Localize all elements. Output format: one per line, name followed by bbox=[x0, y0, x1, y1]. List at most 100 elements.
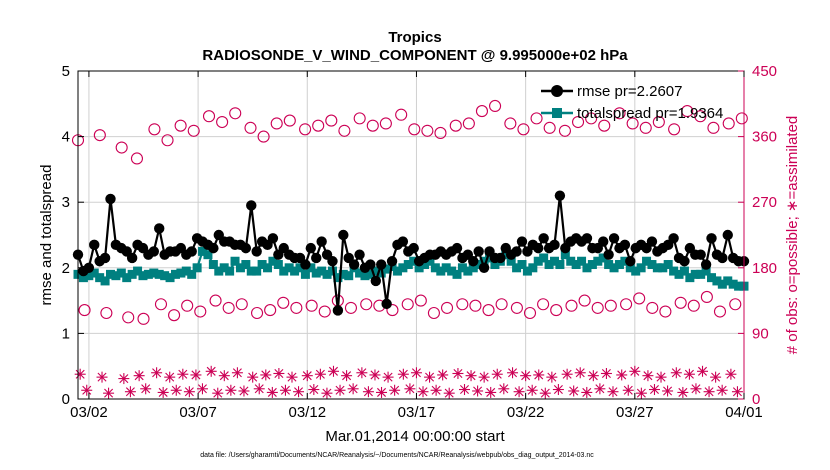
spread-point bbox=[300, 269, 310, 279]
spread-point bbox=[642, 256, 652, 266]
obs-possible-marker bbox=[379, 117, 392, 130]
obs-possible-marker bbox=[495, 298, 508, 311]
obs-possible-marker bbox=[578, 294, 591, 307]
obs-assimilated-marker bbox=[389, 384, 401, 396]
obs-assimilated-marker bbox=[301, 370, 313, 382]
y-right-tick-label: 180 bbox=[752, 260, 777, 277]
asterisk-stroke bbox=[527, 385, 537, 395]
y-axis-right-title: # of obs: o=possible; ∗=assimilated bbox=[784, 116, 801, 355]
asterisk-stroke bbox=[499, 384, 509, 394]
spread-point bbox=[78, 273, 88, 283]
spread-point bbox=[430, 263, 440, 273]
asterisk-stroke bbox=[97, 372, 107, 382]
asterisk-stroke bbox=[370, 370, 380, 380]
asterisk-stroke bbox=[134, 371, 144, 381]
obs-assimilated-marker bbox=[526, 384, 538, 396]
spread-point bbox=[241, 260, 251, 270]
obs-possible-marker bbox=[181, 299, 194, 312]
obs-possible-marker bbox=[681, 105, 694, 118]
obs-possible-marker bbox=[187, 124, 200, 137]
asterisk-stroke bbox=[684, 369, 694, 379]
spread-point bbox=[214, 266, 224, 276]
obs-assimilated-marker bbox=[382, 371, 394, 383]
obs-assimilated-marker bbox=[96, 371, 108, 383]
spread-point bbox=[690, 269, 700, 279]
rmse-point bbox=[511, 246, 522, 257]
x-tick-label: 03/12 bbox=[289, 404, 327, 421]
obs-possible-marker bbox=[100, 306, 113, 320]
obs-assimilated-marker bbox=[520, 370, 532, 382]
spread-point bbox=[203, 250, 213, 260]
obs-assimilated-marker bbox=[552, 384, 564, 396]
y-right-tick-label: 0 bbox=[752, 391, 760, 408]
spread-point bbox=[198, 246, 208, 256]
obs-assimilated-marker bbox=[725, 368, 737, 380]
obs-possible-marker bbox=[257, 130, 270, 143]
obs-possible-marker bbox=[168, 309, 181, 322]
obs-possible-marker bbox=[353, 112, 366, 125]
asterisk-stroke bbox=[582, 387, 592, 397]
obs-assimilated-marker bbox=[205, 365, 217, 377]
obs-possible-marker bbox=[482, 304, 495, 317]
spread-point bbox=[577, 256, 587, 266]
obs-assimilated-marker bbox=[231, 367, 243, 379]
obs-possible-marker bbox=[469, 299, 482, 312]
obs-assimilated-marker bbox=[140, 383, 152, 395]
obs-assimilated-marker bbox=[485, 386, 497, 398]
rmse-point bbox=[370, 275, 382, 287]
obs-possible-marker bbox=[571, 115, 585, 129]
spread-point bbox=[571, 260, 581, 270]
obs-assimilated-marker bbox=[561, 368, 573, 380]
asterisk-stroke bbox=[562, 369, 572, 379]
spread-point bbox=[522, 266, 532, 276]
obs-possible-marker bbox=[674, 296, 687, 309]
asterisk-stroke bbox=[141, 384, 151, 394]
rmse-point bbox=[386, 256, 398, 267]
obs-possible-marker bbox=[543, 121, 556, 134]
spread-point bbox=[382, 264, 392, 274]
asterisk-stroke bbox=[623, 385, 633, 395]
spread-point bbox=[138, 271, 148, 281]
asterisk-stroke bbox=[649, 385, 659, 395]
obs-possible-marker bbox=[78, 304, 91, 317]
obs-assimilated-marker bbox=[622, 384, 634, 396]
obs-possible-marker bbox=[591, 301, 604, 314]
spread-point bbox=[176, 268, 186, 278]
spread-point bbox=[658, 263, 668, 273]
spread-point bbox=[447, 266, 457, 276]
obs-assimilated-marker bbox=[594, 383, 606, 395]
obs-assimilated-marker bbox=[225, 384, 237, 396]
chart-subtitle: RADIOSONDE_V_WIND_COMPONENT @ 9.995000e+… bbox=[202, 47, 628, 64]
asterisk-stroke bbox=[191, 370, 201, 380]
obs-possible-marker bbox=[137, 312, 150, 325]
obs-assimilated-marker bbox=[286, 371, 298, 383]
obs-possible-marker bbox=[598, 119, 611, 132]
spread-point bbox=[609, 263, 619, 273]
obs-possible-marker bbox=[360, 298, 373, 311]
spread-point bbox=[414, 263, 424, 273]
spread-point bbox=[338, 269, 348, 279]
asterisk-stroke bbox=[178, 369, 188, 379]
asterisk-stroke bbox=[125, 387, 135, 397]
obs-assimilated-marker bbox=[424, 371, 436, 383]
data-file-footnote: data file: /Users/gharamti/Documents/NCA… bbox=[200, 452, 594, 459]
rmse-point bbox=[126, 252, 138, 264]
spread-point bbox=[582, 263, 592, 273]
plot-area bbox=[78, 71, 744, 399]
asterisk-stroke bbox=[363, 387, 373, 397]
obs-possible-marker bbox=[489, 99, 502, 113]
obs-assimilated-marker bbox=[266, 386, 278, 398]
obs-possible-marker bbox=[299, 123, 312, 136]
spread-point bbox=[111, 271, 121, 281]
rmse-point bbox=[251, 246, 262, 257]
asterisk-stroke bbox=[492, 369, 502, 379]
obs-possible-marker bbox=[229, 107, 242, 120]
asterisk-stroke bbox=[165, 372, 175, 382]
obs-assimilated-marker bbox=[103, 387, 115, 399]
obs-possible-marker bbox=[222, 301, 235, 314]
y-left-tick-label: 3 bbox=[62, 194, 70, 211]
obs-assimilated-marker bbox=[81, 384, 93, 396]
obs-assimilated-marker bbox=[710, 371, 722, 383]
asterisk-stroke bbox=[302, 371, 312, 381]
